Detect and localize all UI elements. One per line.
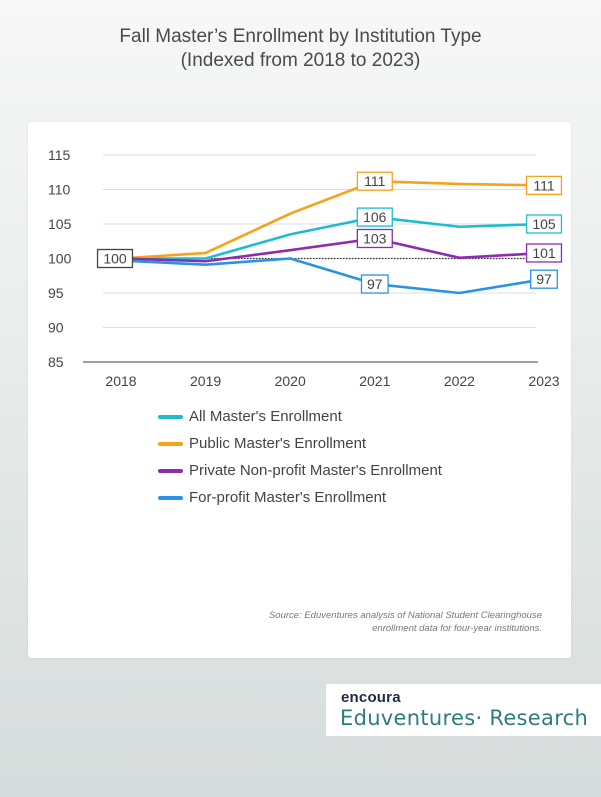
y-tick-label-95: 95	[48, 285, 64, 301]
legend-swatch-public	[158, 442, 183, 446]
y-tick-label-115: 115	[48, 147, 71, 163]
legend-label-all: All Master's Enrollment	[189, 408, 342, 425]
data-label-box-all-5	[525, 214, 563, 234]
x-tick-label-2023: 2023	[528, 373, 559, 389]
data-label-box-private-3	[356, 228, 393, 249]
series-line-public	[119, 179, 546, 260]
data-label-box-public-5	[525, 175, 563, 196]
line-chart: 85 90 95 100 105 110 115 2018 2019 2020 2021 2022 20…	[48, 147, 563, 389]
data-label-box-baseline-0	[96, 248, 134, 269]
legend-swatch-forprofit	[158, 496, 183, 500]
chart-subtitle: (Indexed from 2018 to 2023)	[180, 50, 421, 71]
legend-label-public: Public Master's Enrollment	[189, 435, 367, 452]
data-label-forprofit-3: 97	[367, 276, 383, 292]
series-line-all	[119, 215, 546, 260]
legend-label-forprofit: For-profit Master's Enrollment	[189, 489, 387, 506]
x-tick-label-2019: 2019	[190, 373, 221, 389]
data-label-all-3: 106	[363, 209, 387, 225]
legend-label-private: Private Non-profit Master's Enrollment	[189, 462, 442, 479]
data-label-private-3: 103	[363, 230, 387, 246]
y-tick-label-90: 90	[48, 320, 64, 336]
data-label-private-5: 101	[532, 245, 556, 261]
data-label-box-forprofit-3	[360, 274, 389, 294]
series-line-forprofit	[119, 257, 546, 295]
data-label-box-forprofit-5	[530, 269, 558, 289]
brand-logo: encoura Eduventures· Research	[326, 684, 601, 736]
data-label-box-public-3	[356, 171, 393, 191]
data-label-box-all-3	[356, 207, 393, 227]
x-tick-label-2020: 2020	[275, 373, 306, 389]
data-label-forprofit-5: 97	[536, 271, 552, 287]
data-label-public-5: 111	[533, 177, 554, 193]
y-tick-label-110: 110	[48, 182, 71, 198]
data-label-all-5: 105	[532, 216, 556, 232]
data-label-baseline-0: 100	[103, 251, 127, 267]
source-line-1: Source: Eduventures analysis of National…	[268, 610, 542, 621]
x-tick-label-2022: 2022	[444, 373, 475, 389]
legend-swatch-private	[158, 469, 183, 473]
logo-encoura: encoura	[341, 689, 401, 706]
data-label-box-private-5	[525, 243, 563, 263]
y-tick-label-85: 85	[48, 354, 64, 370]
source-note: Source: Eduventures analysis of National…	[202, 609, 542, 635]
chart-title: Fall Master’s Enrollment by Institution …	[119, 26, 482, 47]
source-line-2: enrollment data for four-year institutio…	[372, 623, 542, 634]
logo-eduventures-research: Eduventures· Research	[340, 706, 589, 730]
x-tick-label-2018: 2018	[105, 373, 136, 389]
x-tick-label-2021: 2021	[359, 373, 390, 389]
data-label-public-3: 111	[364, 173, 385, 189]
y-tick-label-100: 100	[48, 251, 72, 267]
y-tick-label-105: 105	[48, 216, 72, 232]
series-line-private	[119, 237, 546, 263]
legend-swatch-all	[158, 415, 183, 419]
chart-card: 85 90 95 100 105 110 115 2018 2019 2020 2021 2022 20…	[28, 122, 571, 658]
